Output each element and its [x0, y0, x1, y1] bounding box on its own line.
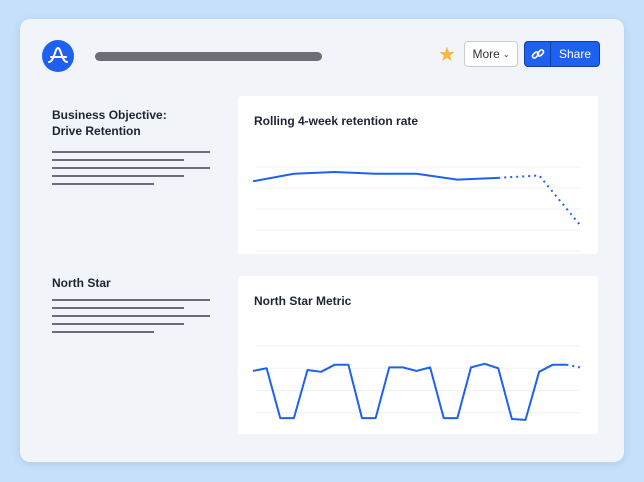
share-button[interactable]: Share	[524, 41, 600, 67]
app-window: ★ More ⌄ Share Business Objective: Drive R…	[20, 19, 624, 462]
chart-card-north-star: North Star Metric	[238, 276, 598, 434]
section-title-north-star: North Star	[52, 276, 111, 290]
amplitude-logo[interactable]	[42, 40, 74, 72]
text-placeholder-lines	[52, 151, 210, 191]
chart-card-retention: Rolling 4-week retention rate	[238, 96, 598, 254]
link-icon	[525, 42, 551, 66]
chevron-down-icon: ⌄	[502, 49, 510, 59]
section-title-objective: Business Objective: Drive Retention	[52, 108, 167, 138]
series-line	[252, 362, 567, 421]
series-line	[252, 171, 499, 183]
retention-chart	[252, 166, 581, 252]
projected-series-line	[498, 174, 581, 226]
text-placeholder-lines	[52, 299, 210, 339]
chart-title: Rolling 4-week retention rate	[254, 114, 419, 128]
star-icon[interactable]: ★	[438, 44, 456, 66]
title-placeholder-bar	[95, 52, 322, 61]
chart-title: North Star Metric	[254, 294, 352, 308]
more-button[interactable]: More ⌄	[464, 41, 518, 67]
north-star-chart	[252, 345, 581, 421]
projected-series-line	[566, 363, 581, 369]
